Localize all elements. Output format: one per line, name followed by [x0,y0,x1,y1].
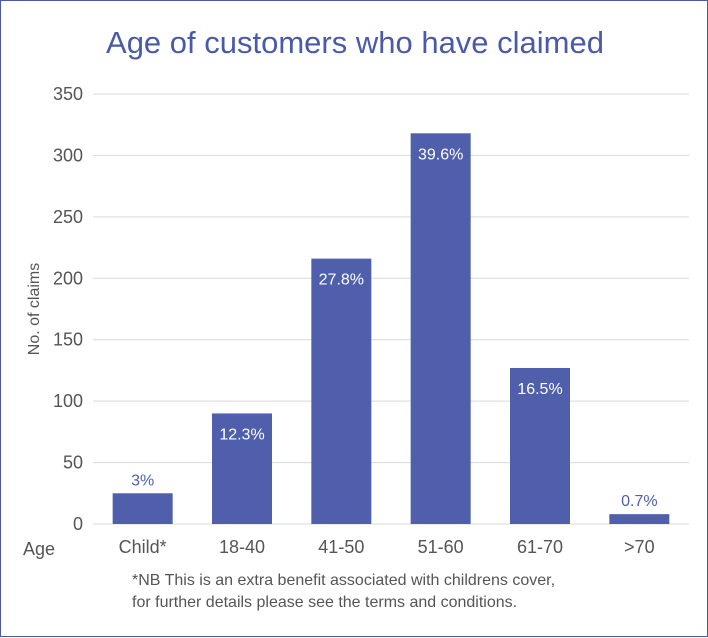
bar [411,133,471,524]
bar [609,514,669,524]
x-tick-label: >70 [624,537,655,557]
y-tick-label: 350 [53,84,83,104]
grid-lines [93,94,689,524]
y-tick-label: 50 [63,453,83,473]
footnote: *NB This is an extra benefit associated … [132,570,555,614]
y-tick-label: 150 [53,330,83,350]
bar [113,493,173,524]
data-label: 12.3% [219,426,264,443]
y-tick-label: 300 [53,145,83,165]
data-labels: 3% 12.3% 27.8% 39.6% 16.5% 0.7% [131,146,657,510]
data-label: 39.6% [418,146,463,163]
x-tick-label: 41-50 [318,537,364,557]
y-tick-label: 200 [53,268,83,288]
x-tick-label: Child* [119,537,167,557]
footnote-line-2: for further details please see the terms… [132,592,555,614]
x-tick-label: 51-60 [418,537,464,557]
y-tick-labels: 0 50 100 150 200 250 300 350 [53,84,83,534]
data-label: 0.7% [621,493,657,510]
y-tick-label: 100 [53,391,83,411]
bars [113,133,670,524]
x-tick-label: 61-70 [517,537,563,557]
footnote-line-1: *NB This is an extra benefit associated … [132,570,555,592]
data-label: 16.5% [517,381,562,398]
x-tick-label: 18-40 [219,537,265,557]
y-tick-label: 250 [53,207,83,227]
x-axis-label: Age [23,539,55,559]
y-axis-label: No. of claims [26,263,43,355]
data-label: 3% [131,472,154,489]
data-label: 27.8% [319,272,364,289]
x-tick-labels: Child* 18-40 41-50 51-60 61-70 >70 [119,537,655,557]
y-tick-label: 0 [73,514,83,534]
bar [311,259,371,524]
